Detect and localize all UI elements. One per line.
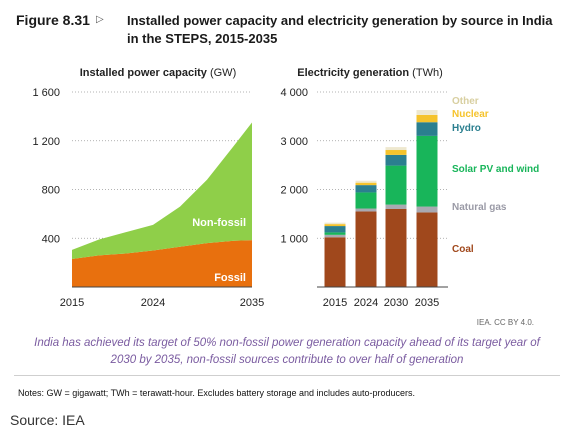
bar-natural-gas-2035 [416,206,438,213]
figure-arrow-icon: ▷ [96,14,104,25]
capacity-y-tick-label: 800 [42,185,60,197]
generation-x-tick-label: 2015 [323,297,347,309]
bar-coal-2015 [324,237,346,287]
bar-nuclear-2030 [385,150,407,155]
generation-y-tick-label: 2 000 [280,185,308,197]
legend-coal: Coal [452,244,474,255]
bar-coal-2024 [355,211,377,287]
bar-hydro-2024 [355,185,377,193]
capacity-y-tick-label: 1 600 [32,87,60,99]
bar-solar-pv-and-wind-2035 [416,135,438,207]
capacity-y-tick-label: 400 [42,233,60,245]
bar-solar-pv-and-wind-2015 [324,232,346,235]
generation-chart-title: Electricity generation (TWh) [297,67,442,79]
bar-nuclear-2024 [355,182,377,186]
legend-hydro: Hydro [452,123,481,134]
charts-area: Installed power capacity (GW) 400 800 1 200… [0,55,574,315]
generation-y-tick-label: 4 000 [280,87,308,99]
bar-solar-pv-and-wind-2030 [385,165,407,205]
bar-other-2024 [355,180,377,183]
fossil-area [72,240,252,287]
capacity-chart: Installed power capacity (GW) 400 800 1 200… [32,67,264,309]
non-fossil-area [72,122,252,259]
bar-natural-gas-2030 [385,204,407,209]
bar-natural-gas-2015 [324,234,346,238]
legend-other: Other [452,96,479,107]
legend-natural-gas: Natural gas [452,202,507,213]
credit-text: IEA. CC BY 4.0. [476,318,534,327]
capacity-x-tick-label: 2024 [141,297,165,309]
generation-x-tick-label: 2035 [415,297,439,309]
source-text: Source: IEA [10,412,85,428]
summary-text: India has achieved its target of 50% non… [34,337,540,366]
bar-other-2030 [385,147,407,151]
bar-natural-gas-2024 [355,208,377,212]
figure-title: Installed power capacity and electricity… [127,13,553,46]
bar-other-2035 [416,110,438,115]
generation-y-tick-label: 3 000 [280,136,308,148]
generation-x-tick-label: 2030 [384,297,408,309]
divider [14,375,560,376]
notes-text: Notes: GW = gigawatt; TWh = terawatt-hou… [18,388,416,398]
bar-coal-2035 [416,212,438,287]
non-fossil-label: Non-fossil [192,217,246,229]
capacity-chart-title: Installed power capacity (GW) [80,67,236,79]
bar-hydro-2030 [385,154,407,166]
capacity-y-tick-label: 1 200 [32,136,60,148]
legend-solar-pv-and-wind: Solar PV and wind [452,164,539,175]
bar-nuclear-2015 [324,224,346,227]
bar-coal-2030 [385,209,407,287]
figure-label: Figure 8.31 [16,12,90,28]
fossil-label: Fossil [214,272,246,284]
capacity-x-tick-label: 2035 [240,297,264,309]
bar-other-2015 [324,222,346,225]
legend-nuclear: Nuclear [452,109,489,120]
generation-chart: Electricity generation (TWh) 1 000 2 000 3 … [280,67,539,309]
generation-y-tick-label: 1 000 [280,233,308,245]
generation-x-tick-label: 2024 [354,297,378,309]
capacity-x-tick-label: 2015 [60,297,84,309]
bar-hydro-2035 [416,122,438,136]
bar-solar-pv-and-wind-2024 [355,192,377,209]
bar-nuclear-2035 [416,114,438,123]
bar-hydro-2015 [324,226,346,233]
